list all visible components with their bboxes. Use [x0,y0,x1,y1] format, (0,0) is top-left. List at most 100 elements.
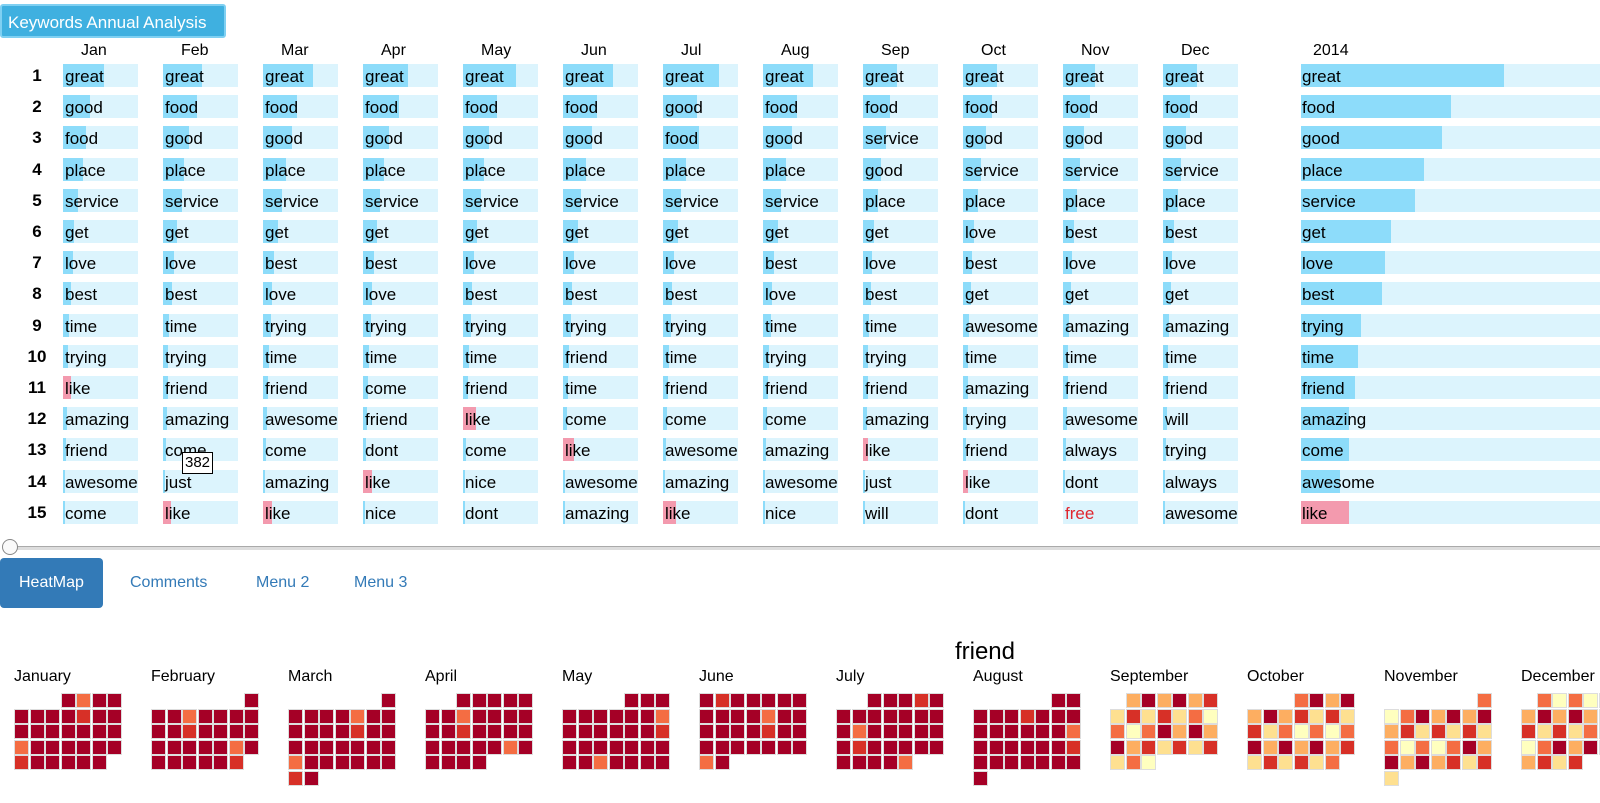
heatmap-day[interactable] [213,724,228,739]
heatmap-day[interactable] [1156,724,1172,739]
heatmap-day[interactable] [1567,693,1583,708]
heatmap-day[interactable] [60,708,76,724]
keyword-cell[interactable]: like [63,376,138,399]
heatmap-day[interactable] [456,724,471,739]
heatmap-day[interactable] [1262,708,1278,724]
year-keyword-cell[interactable]: come [1301,438,1600,462]
heatmap-day[interactable] [1415,708,1430,724]
heatmap-day[interactable] [319,724,334,739]
heatmap-day[interactable] [1141,755,1156,770]
heatmap-day[interactable] [1399,708,1415,724]
keyword-cell[interactable]: nice [363,500,438,524]
keyword-cell[interactable]: great [463,64,538,87]
heatmap-day[interactable] [730,724,745,739]
heatmap-day[interactable] [714,693,730,708]
heatmap-day[interactable] [440,708,456,724]
heatmap-day[interactable] [303,755,319,770]
heatmap-day[interactable] [1004,739,1019,755]
heatmap-day[interactable] [166,755,182,770]
year-keyword-cell[interactable]: amazing [1301,407,1600,431]
keyword-cell[interactable]: awesome [263,407,338,431]
heatmap-day[interactable] [228,724,244,739]
keyword-cell[interactable]: love [1163,251,1238,275]
keyword-cell[interactable]: time [663,344,738,368]
keyword-cell[interactable]: trying [463,313,538,337]
heatmap-day[interactable] [288,724,303,739]
heatmap-day[interactable] [1066,693,1081,708]
heatmap-day[interactable] [91,693,107,708]
keyword-cell[interactable]: come [63,500,138,524]
keyword-cell[interactable]: service [363,188,438,212]
keyword-cell[interactable]: friend [663,376,738,399]
heatmap-day[interactable] [1536,693,1552,708]
heatmap-day[interactable] [91,755,107,770]
heatmap-day[interactable] [1446,708,1461,724]
heatmap-day[interactable] [1552,693,1567,708]
heatmap-day[interactable] [244,708,259,724]
keyword-cell[interactable]: like [863,438,938,462]
heatmap-day[interactable] [1340,739,1355,755]
heatmap-day[interactable] [1461,708,1477,724]
heatmap-day[interactable] [973,770,988,786]
keyword-cell[interactable]: like [463,407,538,431]
heatmap-day[interactable] [867,693,882,708]
keyword-cell[interactable]: get [63,220,138,243]
heatmap-day[interactable] [608,708,624,724]
keyword-cell[interactable]: trying [363,313,438,337]
heatmap-day[interactable] [487,693,502,708]
heatmap-day[interactable] [761,739,776,755]
keyword-cell[interactable]: place [363,157,438,181]
heatmap-day[interactable] [1309,724,1324,739]
heatmap-day[interactable] [1477,739,1492,755]
heatmap-day[interactable] [45,708,60,724]
keyword-cell[interactable]: place [863,188,938,212]
heatmap-day[interactable] [898,739,913,755]
heatmap-day[interactable] [988,755,1004,770]
heatmap-day[interactable] [350,739,365,755]
keyword-cell[interactable]: food [163,95,238,119]
keyword-cell[interactable]: great [1063,64,1138,87]
keyword-cell[interactable]: food [563,95,638,119]
heatmap-day[interactable] [882,708,898,724]
keyword-cell[interactable]: time [563,376,638,399]
heatmap-day[interactable] [699,724,714,739]
heatmap-day[interactable] [29,755,45,770]
heatmap-day[interactable] [334,739,350,755]
heatmap-day[interactable] [151,724,166,739]
keyword-cell[interactable]: amazing [563,500,638,524]
keyword-cell[interactable]: good [963,126,1038,150]
heatmap-day[interactable] [182,708,197,724]
heatmap-day[interactable] [1187,724,1203,739]
heatmap-day[interactable] [166,724,182,739]
heatmap-day[interactable] [898,724,913,739]
heatmap-day[interactable] [213,755,228,770]
keyword-cell[interactable]: food [63,126,138,150]
heatmap-day[interactable] [487,724,502,739]
heatmap-day[interactable] [76,693,91,708]
heatmap-day[interactable] [699,755,714,770]
keyword-cell[interactable]: love [463,251,538,275]
year-keyword-cell[interactable]: like [1301,500,1600,524]
heatmap-day[interactable] [1172,693,1187,708]
heatmap-day[interactable] [1521,755,1536,770]
heatmap-day[interactable] [197,724,213,739]
heatmap-day[interactable] [1019,724,1035,739]
keyword-cell[interactable]: food [863,95,938,119]
heatmap-day[interactable] [29,708,45,724]
keyword-cell[interactable]: free [1063,500,1138,524]
heatmap-day[interactable] [1050,724,1066,739]
keyword-cell[interactable]: service [663,188,738,212]
keyword-cell[interactable]: just [863,469,938,493]
heatmap-day[interactable] [182,739,197,755]
heatmap-day[interactable] [107,739,122,755]
heatmap-day[interactable] [456,739,471,755]
keyword-cell[interactable]: place [463,157,538,181]
keyword-cell[interactable]: great [963,64,1038,87]
keyword-cell[interactable]: like [163,500,238,524]
heatmap-day[interactable] [502,693,518,708]
year-keyword-cell[interactable]: awesome [1301,469,1600,493]
heatmap-day[interactable] [699,693,714,708]
keyword-cell[interactable]: awesome [1063,407,1138,431]
heatmap-day[interactable] [60,755,76,770]
keyword-cell[interactable]: awesome [1163,500,1238,524]
